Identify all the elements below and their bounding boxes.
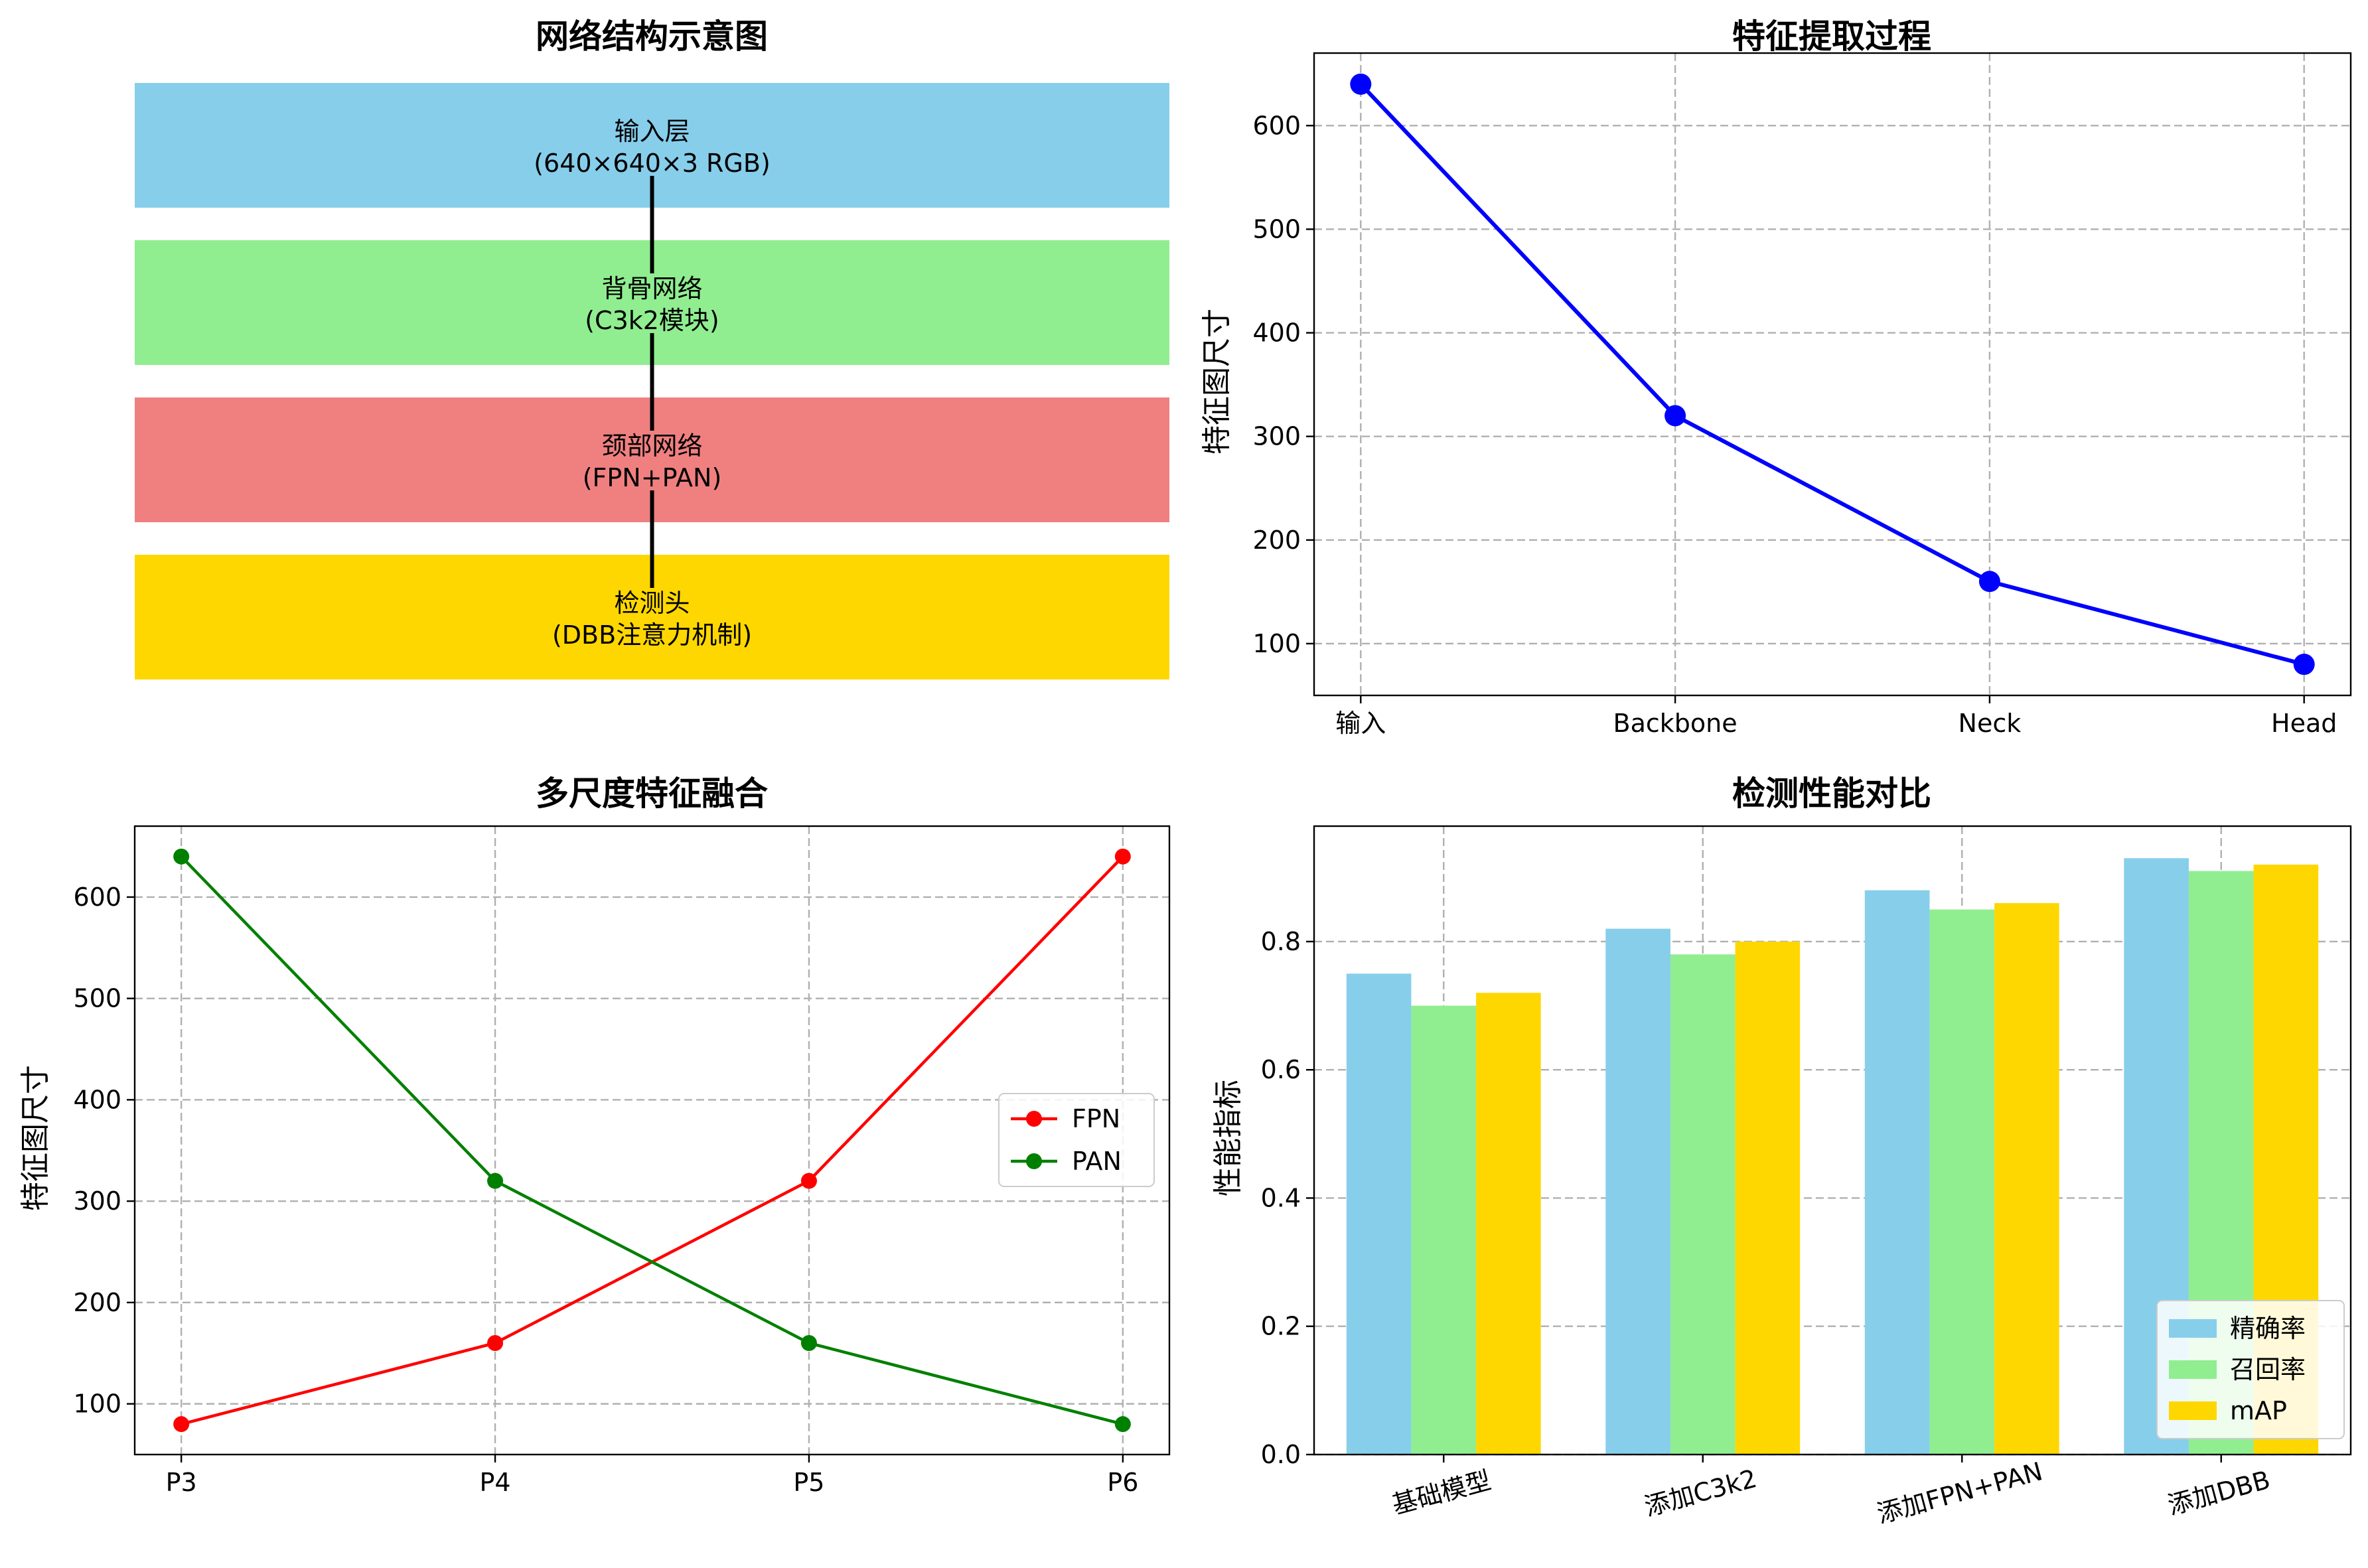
data-point-FPN: [173, 1416, 190, 1433]
layer-detail-2: (FPN+PAN): [583, 463, 722, 492]
bar-精确率: [1346, 973, 1412, 1455]
layer-detail-1: (C3k2模块): [585, 306, 719, 335]
data-point-main: [1978, 571, 2000, 593]
series-line-FPN: [181, 855, 1124, 1426]
bar-mAP: [1476, 993, 1541, 1455]
legend-marker-PAN: [1026, 1153, 1042, 1169]
y-tick-label: 300: [1252, 422, 1301, 451]
y-tick-label: 200: [73, 1288, 121, 1317]
bar-精确率: [1605, 928, 1670, 1455]
axes-frame: [133, 825, 1171, 1456]
feature-extraction-title: 特征提取过程: [1732, 17, 1931, 56]
x-tick-label: P4: [480, 1468, 511, 1497]
x-tick-label: 添加FPN+PAN: [1874, 1457, 2046, 1529]
legend-swatch-mAP: [2169, 1401, 2217, 1420]
y-tick-label: 600: [1252, 111, 1301, 140]
layer-detail-3: (DBB注意力机制): [552, 620, 752, 650]
y-tick-label: 100: [73, 1390, 121, 1419]
y-tick-label: 100: [1252, 629, 1301, 658]
y-tick-label: 0.8: [1261, 927, 1301, 956]
series-line-PAN: [180, 855, 1124, 1426]
bar-召回率: [1411, 1005, 1477, 1455]
data-point-PAN: [487, 1173, 504, 1189]
x-tick-label: 添加C3k2: [1641, 1464, 1759, 1522]
x-tick-label: Neck: [1959, 709, 2022, 738]
layer-label-2: 颈部网络: [601, 431, 702, 461]
x-tick-label: P5: [793, 1468, 824, 1497]
bar-精确率: [1864, 890, 1930, 1455]
layer-detail-0: (640×640×3 RGB): [534, 149, 771, 178]
legend-label-mAP: mAP: [2230, 1396, 2287, 1425]
data-point-PAN: [800, 1334, 817, 1351]
network-diagram-title: 网络结构示意图: [536, 17, 768, 56]
layer-label-0: 输入层: [614, 117, 690, 146]
data-point-main: [1665, 405, 1686, 427]
multiscale-fusion-ylabel: 特征图尺寸: [19, 1065, 52, 1211]
multiscale-fusion-panel: 多尺度特征融合 特征图尺寸 100 200 300 400 500 600 P3 P4 P5 P6…: [19, 774, 1171, 1497]
data-point-main: [2293, 654, 2315, 676]
legend-swatch-精确率: [2169, 1319, 2217, 1338]
bar-召回率: [1670, 954, 1736, 1455]
legend-label-召回率: 召回率: [2230, 1355, 2306, 1384]
x-tick-label: P3: [166, 1468, 197, 1497]
bar-召回率: [1929, 909, 1995, 1455]
y-tick-label: 200: [1252, 526, 1301, 555]
y-tick-label: 400: [73, 1085, 121, 1114]
y-tick-label: 400: [1252, 319, 1301, 348]
legend-swatch-召回率: [2169, 1360, 2217, 1379]
series-line-main: [1359, 82, 2305, 667]
feature-extraction-panel: 特征提取过程 特征图尺寸 100 200 300 400 500 600 输入 Backbon…: [1200, 17, 2352, 738]
y-tick-label: 500: [73, 984, 121, 1013]
x-tick-label: 基础模型: [1389, 1466, 1494, 1520]
feature-extraction-ylabel: 特征图尺寸: [1200, 309, 1234, 455]
y-tick-label: 500: [1252, 214, 1301, 244]
data-point-FPN: [1114, 848, 1131, 865]
y-tick-label: 600: [73, 883, 121, 912]
x-tick-label: Backbone: [1613, 709, 1738, 738]
legend-label-精确率: 精确率: [2230, 1314, 2306, 1343]
network-diagram-panel: 网络结构示意图 输入层 (640×640×3 RGB) 背骨网络 (C3k2模块) 颈部…: [135, 17, 1169, 679]
data-point-main: [1350, 73, 1372, 95]
y-tick-label: 0.6: [1261, 1055, 1301, 1084]
data-point-FPN: [487, 1334, 504, 1351]
data-point-PAN: [173, 848, 190, 865]
legend-marker-FPN: [1026, 1111, 1042, 1127]
axes-frame: [1313, 52, 2352, 697]
multiscale-fusion-title: 多尺度特征融合: [536, 774, 768, 813]
performance-panel: 检测性能对比 性能指标 0.0 0.2 0.4 0.6 0.8 基础模型 添加C3k2 添加F…: [1211, 774, 2352, 1529]
performance-ylabel: 性能指标: [1211, 1080, 1245, 1196]
performance-title: 检测性能对比: [1732, 774, 1931, 813]
legend-label-FPN: FPN: [1072, 1104, 1120, 1133]
bar-mAP: [1735, 941, 1801, 1455]
y-tick-label: 0.4: [1261, 1183, 1301, 1212]
y-tick-label: 0.0: [1261, 1440, 1301, 1469]
layer-label-3: 检测头: [614, 589, 690, 618]
data-point-PAN: [1114, 1416, 1131, 1433]
y-tick-label: 300: [73, 1186, 121, 1216]
bar-mAP: [1994, 902, 2059, 1455]
x-tick-label: Head: [2271, 709, 2337, 738]
layer-label-1: 背骨网络: [601, 274, 702, 303]
x-tick-label: 输入: [1335, 709, 1386, 738]
x-tick-label: 添加DBB: [2165, 1465, 2273, 1520]
y-tick-label: 0.2: [1261, 1312, 1301, 1341]
data-point-FPN: [800, 1173, 817, 1189]
x-tick-label: P6: [1107, 1468, 1138, 1497]
legend-label-PAN: PAN: [1072, 1147, 1122, 1176]
axes-frame: [1313, 825, 2352, 1456]
